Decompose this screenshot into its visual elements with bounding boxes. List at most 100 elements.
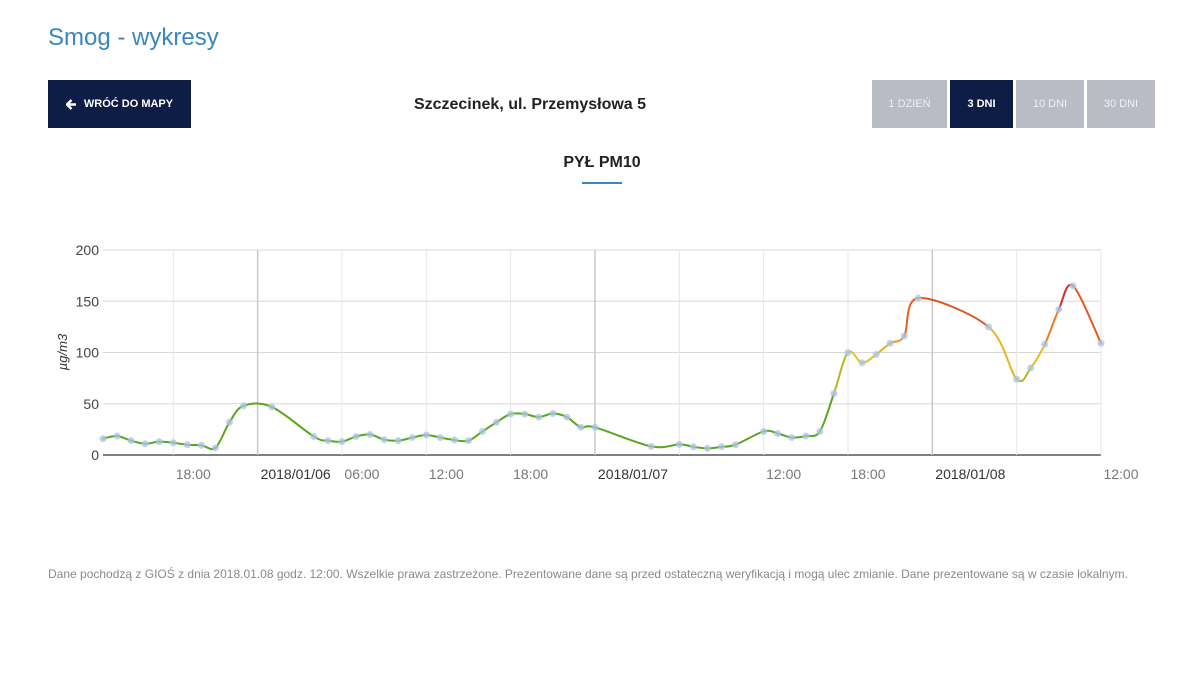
data-point: [240, 402, 248, 410]
series-segment: [1043, 308, 1060, 346]
data-point: [338, 438, 346, 446]
range-3-days-button[interactable]: 3 DNI: [950, 80, 1013, 128]
data-point: [169, 439, 177, 447]
series-segment: [1029, 343, 1046, 369]
data-point: [394, 437, 402, 445]
data-point: [647, 442, 655, 450]
range-10-days-button[interactable]: 10 DNI: [1016, 80, 1084, 128]
chart-title: PYŁ PM10: [563, 154, 641, 171]
data-point: [99, 435, 107, 443]
data-point: [507, 410, 515, 418]
data-point: [113, 432, 121, 440]
data-point: [675, 440, 683, 448]
data-point: [493, 418, 501, 426]
chart-title-underline: [582, 182, 622, 184]
data-point: [886, 339, 894, 347]
y-tick-label: 200: [76, 242, 100, 258]
data-point: [914, 294, 922, 302]
x-tick-label: 2018/01/06: [261, 466, 331, 482]
range-selector: 1 DZIEŃ 3 DNI 10 DNI 30 DNI: [872, 80, 1155, 128]
x-tick-label: 18:00: [850, 466, 885, 482]
data-point: [1097, 339, 1105, 347]
data-point: [197, 441, 205, 449]
series-segment: [593, 426, 653, 448]
series-segment: [903, 297, 920, 338]
data-point: [577, 423, 585, 431]
data-point: [1027, 364, 1035, 372]
data-point: [858, 359, 866, 367]
range-30-days-button[interactable]: 30 DNI: [1087, 80, 1155, 128]
y-tick-label: 0: [91, 447, 99, 463]
back-to-map-label: WRÓĆ DO MAPY: [83, 98, 174, 110]
data-point: [1041, 340, 1049, 348]
data-point: [717, 443, 725, 451]
data-point: [1013, 375, 1021, 383]
y-tick-label: 50: [83, 396, 99, 412]
data-point: [774, 429, 782, 437]
data-point: [591, 423, 599, 431]
x-tick-label: 2018/01/07: [598, 466, 668, 482]
data-point: [1055, 305, 1063, 313]
series-segment: [270, 405, 315, 438]
series-segment: [818, 392, 835, 433]
data-point: [141, 440, 149, 448]
y-tick-label: 150: [76, 293, 100, 309]
data-point: [226, 418, 234, 426]
data-point: [366, 431, 374, 438]
data-point: [324, 437, 332, 445]
data-point: [155, 438, 163, 446]
data-point: [732, 441, 740, 449]
back-to-map-button[interactable]: WRÓĆ DO MAPY: [48, 80, 191, 128]
data-point: [985, 323, 993, 331]
x-tick-label: 12:00: [766, 466, 801, 482]
x-tick-label: 12:00: [1103, 466, 1138, 482]
y-tick-label: 100: [76, 345, 100, 361]
data-point: [535, 413, 543, 421]
data-point: [1069, 282, 1077, 290]
data-point: [450, 436, 458, 444]
arrow-left-icon: [65, 98, 76, 110]
data-point: [127, 437, 135, 445]
data-point: [464, 437, 472, 445]
data-point: [352, 433, 360, 441]
data-point: [760, 427, 768, 435]
y-axis-label: µg/m3: [55, 333, 70, 370]
data-point: [436, 434, 444, 442]
data-point: [830, 390, 838, 397]
data-point: [563, 413, 571, 421]
x-tick-label: 18:00: [176, 466, 211, 482]
footer-disclaimer: Dane pochodzą z GIOŚ z dnia 2018.01.08 g…: [48, 567, 1128, 581]
station-name: Szczecinek, ul. Przemysłowa 5: [413, 96, 647, 113]
range-1-day-button[interactable]: 1 DZIEŃ: [872, 80, 947, 128]
data-point: [703, 444, 711, 452]
data-point: [689, 443, 697, 451]
data-point: [788, 434, 796, 442]
data-point: [844, 349, 852, 356]
data-point: [802, 432, 810, 440]
series-segment: [650, 443, 681, 449]
series-segment: [734, 430, 765, 446]
data-point: [549, 409, 557, 417]
x-tick-label: 18:00: [513, 466, 548, 482]
series-segment: [214, 421, 231, 449]
x-tick-label: 06:00: [344, 466, 379, 482]
data-point: [211, 444, 219, 452]
data-point: [268, 403, 276, 411]
series-segment: [832, 351, 849, 395]
data-point: [900, 332, 908, 340]
page-title: Smog - wykresy: [48, 24, 219, 51]
data-point: [183, 441, 191, 449]
data-point: [521, 410, 529, 418]
series-segment: [987, 325, 1018, 381]
data-point: [479, 427, 487, 435]
x-tick-label: 12:00: [429, 466, 464, 482]
data-point: [872, 351, 880, 359]
data-point: [422, 431, 430, 439]
series-segment: [917, 297, 990, 328]
data-point: [310, 433, 318, 441]
data-point: [408, 434, 416, 442]
series-segment: [1071, 284, 1102, 345]
data-point: [816, 427, 824, 435]
x-tick-label: 2018/01/08: [935, 466, 1005, 482]
